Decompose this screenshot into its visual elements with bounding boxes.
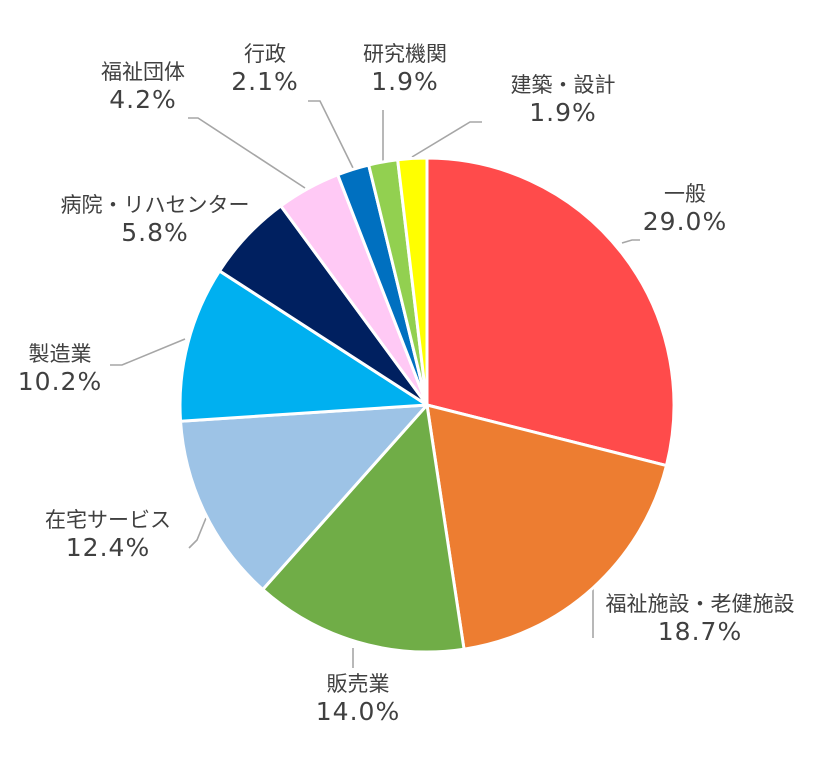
leader-lines: [110, 100, 640, 668]
data-label-welfare-facility: 福祉施設・老健施設 18.7%: [560, 592, 840, 646]
label-name: 製造業: [28, 342, 92, 366]
label-name: 病院・リハセンター: [60, 193, 250, 217]
pie-slices: [178, 156, 676, 654]
leader-line-government: [308, 100, 354, 169]
pie-slice: [396, 156, 429, 407]
label-value: 1.9%: [371, 66, 439, 96]
data-label-government: 行政 2.1%: [215, 42, 315, 96]
pie-slice: [261, 403, 466, 654]
leader-line-home-service: [188, 517, 207, 549]
data-label-architecture: 建築・設計 1.9%: [488, 73, 638, 127]
label-value: 14.0%: [315, 696, 401, 726]
label-name: 福祉団体: [101, 60, 185, 84]
label-value: 2.1%: [231, 66, 299, 96]
label-value: 18.7%: [657, 616, 743, 646]
data-label-welfare-org: 福祉団体 4.2%: [78, 60, 208, 114]
leader-line-general: [621, 239, 640, 244]
label-name: 行政: [244, 42, 286, 66]
pie-slice: [179, 403, 429, 591]
data-label-hospital-rehab: 病院・リハセンター 5.8%: [20, 193, 290, 247]
leader-line-manufacturing: [110, 338, 186, 366]
pie-slice: [178, 269, 429, 423]
leader-line-welfare-org: [188, 117, 306, 189]
label-name: 福祉施設・老健施設: [605, 592, 795, 616]
data-label-home-service: 在宅サービス 12.4%: [8, 508, 208, 562]
label-name: 研究機関: [363, 42, 447, 66]
label-value: 29.0%: [642, 206, 728, 236]
label-name: 在宅サービス: [45, 508, 171, 532]
label-name: 建築・設計: [510, 73, 616, 97]
label-value: 4.2%: [109, 84, 177, 114]
leader-line-architecture: [411, 121, 482, 158]
data-label-manufacturing: 製造業 10.2%: [0, 342, 120, 396]
data-label-general: 一般 29.0%: [610, 182, 760, 236]
label-value: 5.8%: [121, 217, 189, 247]
label-name: 一般: [664, 182, 706, 206]
label-value: 1.9%: [529, 97, 597, 127]
data-label-sales: 販売業 14.0%: [298, 672, 418, 726]
label-value: 10.2%: [17, 366, 103, 396]
label-value: 12.4%: [65, 532, 151, 562]
data-label-research: 研究機関 1.9%: [340, 42, 470, 96]
label-name: 販売業: [326, 672, 390, 696]
pie-slice: [425, 403, 668, 651]
pie-slice: [425, 156, 676, 468]
